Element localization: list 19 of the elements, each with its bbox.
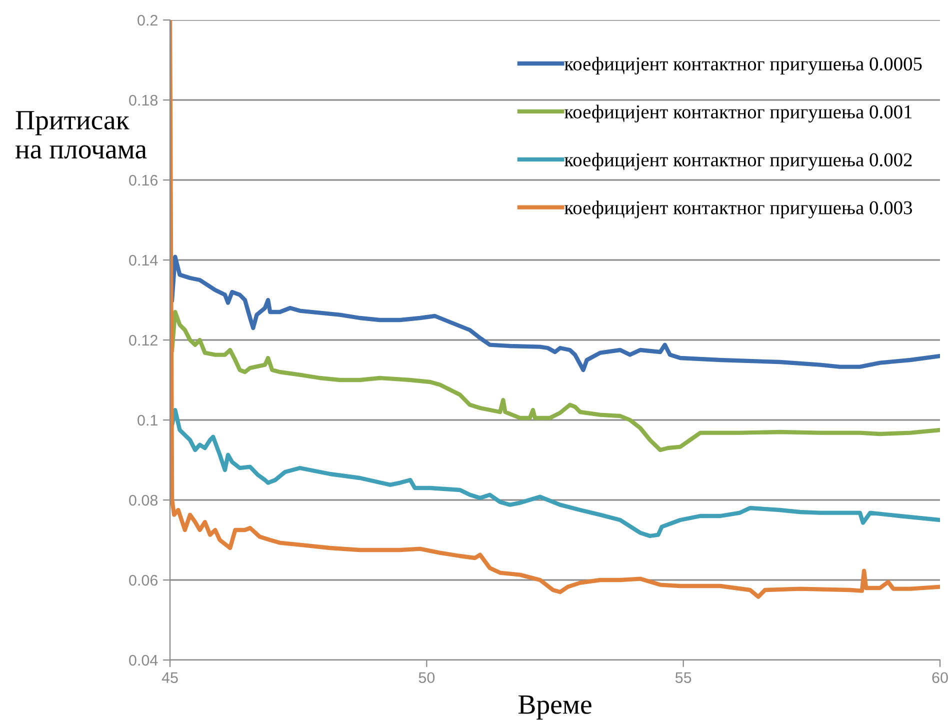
y-tick-label: 0.18	[129, 94, 158, 106]
y-tick-label: 0.1	[138, 414, 158, 426]
y-tick-label: 0.14	[129, 254, 158, 266]
x-tick-label: 45	[162, 672, 178, 684]
legend-label: коефицијент контактног пригушења 0.002	[564, 152, 912, 170]
y-tick-label: 0.08	[129, 494, 158, 506]
y-tick-label: 0.04	[129, 654, 158, 666]
x-tick-label: 55	[675, 672, 692, 684]
x-tick-label: 60	[932, 672, 948, 684]
legend-label: коефицијент контактног пригушења 0.0005	[564, 56, 922, 75]
x-tick-label: 50	[418, 672, 435, 684]
y-axis-title: Притисак на плочама	[16, 111, 147, 159]
y-tick-label: 0.16	[129, 174, 158, 186]
legend-label: коефицијент контактног пригушења 0.003	[564, 200, 912, 218]
y-tick-label: 0.06	[129, 574, 158, 586]
y-tick-label: 0.12	[129, 334, 158, 346]
legend-label: коефицијент контактног пригушења 0.001	[564, 104, 912, 122]
y-tick-label: 0.2	[138, 14, 158, 26]
x-axis-title: Време	[518, 695, 592, 720]
